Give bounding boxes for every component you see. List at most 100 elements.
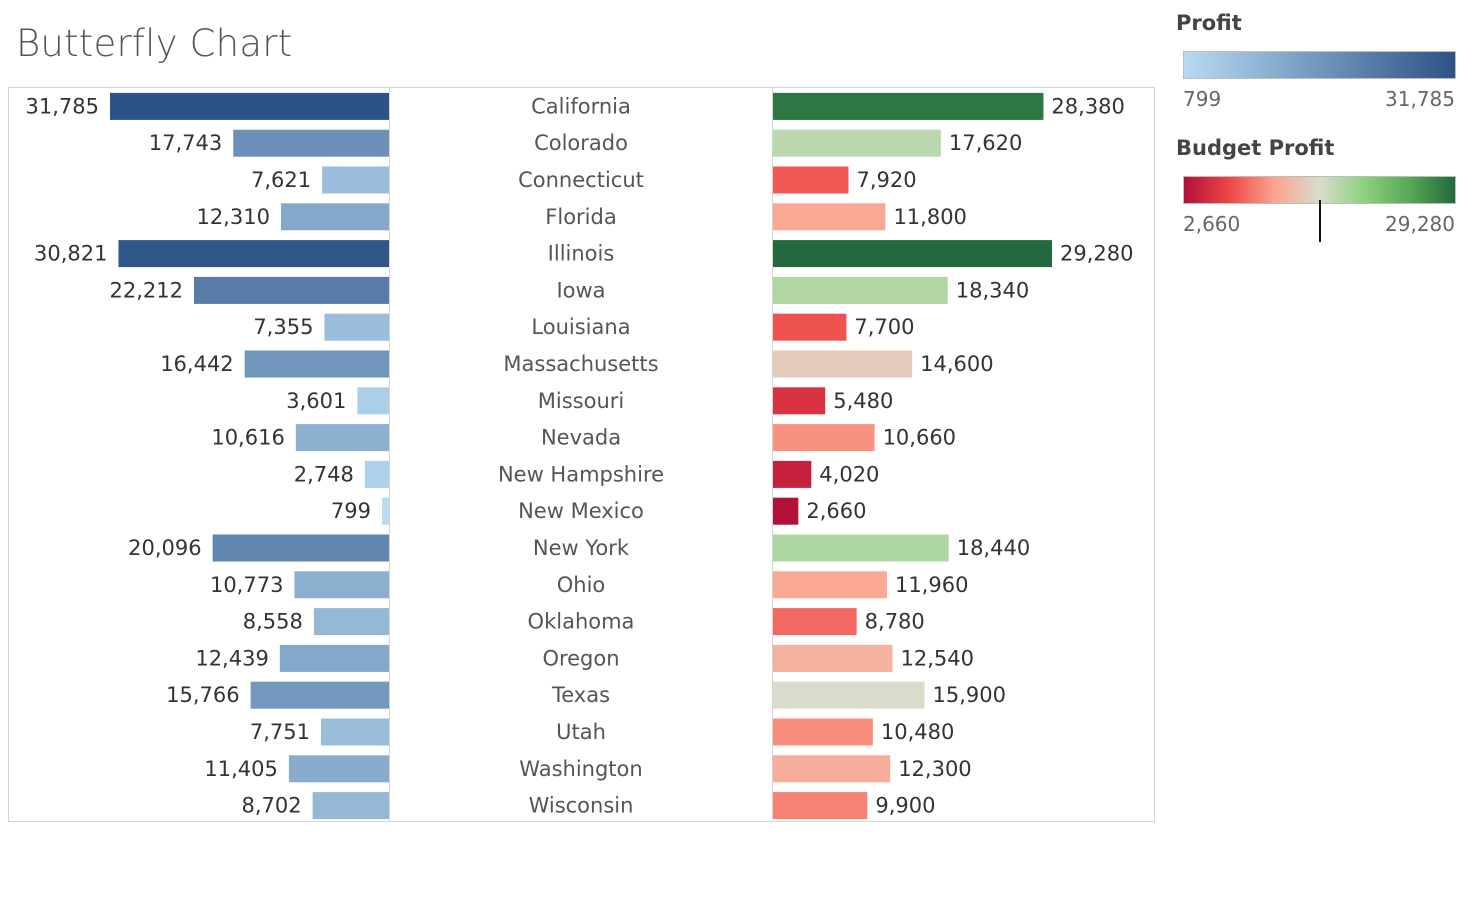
profit-bar[interactable]: [233, 129, 389, 157]
budget-profit-bar[interactable]: [773, 240, 1052, 268]
profit-label: 22,212: [110, 278, 183, 302]
category-label: Ohio: [557, 573, 606, 597]
profit-label: 799: [331, 499, 371, 523]
profit-label: 17,743: [149, 131, 222, 155]
profit-bar[interactable]: [322, 166, 389, 194]
category-label: California: [531, 94, 631, 118]
budget-profit-bar[interactable]: [773, 276, 948, 304]
profit-bar[interactable]: [244, 350, 389, 378]
profit-label: 10,773: [210, 573, 283, 597]
budget-profit-bar[interactable]: [773, 534, 949, 562]
chart-frame: [8, 87, 1155, 822]
profit-label: 12,439: [195, 646, 268, 670]
budget-profit-label: 10,480: [881, 720, 954, 744]
profit-label: 7,621: [251, 168, 311, 192]
budget-profit-bar[interactable]: [773, 608, 857, 636]
budget-profit-bar[interactable]: [773, 497, 799, 525]
category-label: Oregon: [542, 646, 619, 670]
budget-profit-bar[interactable]: [773, 792, 868, 820]
chart-title: Butterfly Chart: [16, 22, 293, 65]
budget-profit-label: 10,660: [883, 426, 956, 450]
profit-bar[interactable]: [357, 387, 389, 415]
budget-profit-label: 2,660: [806, 499, 866, 523]
category-label: Utah: [556, 720, 606, 744]
budget-profit-bar[interactable]: [773, 755, 891, 783]
budget-profit-label: 8,780: [865, 610, 925, 634]
profit-bar[interactable]: [194, 276, 389, 304]
profit-label: 8,558: [243, 610, 303, 634]
budget-profit-bar[interactable]: [773, 350, 913, 378]
category-label: Florida: [545, 205, 616, 229]
left-divider: [389, 88, 390, 821]
profit-legend-title: Profit: [1176, 11, 1242, 35]
budget-profit-bar[interactable]: [773, 424, 875, 452]
budget-profit-bar[interactable]: [773, 460, 812, 488]
profit-color-ramp: [1183, 51, 1456, 79]
category-label: Missouri: [538, 389, 624, 413]
budget-legend-min: 2,660: [1183, 212, 1241, 236]
budget-profit-label: 12,300: [898, 757, 971, 781]
profit-bar[interactable]: [320, 718, 389, 746]
profit-label: 7,355: [253, 315, 313, 339]
profit-bar[interactable]: [324, 313, 389, 341]
budget-profit-label: 17,620: [949, 131, 1022, 155]
budget-profit-bar[interactable]: [773, 92, 1044, 120]
category-label: Louisiana: [531, 315, 630, 339]
budget-profit-label: 15,900: [933, 683, 1006, 707]
profit-label: 31,785: [26, 94, 99, 118]
budget-profit-label: 4,020: [819, 462, 879, 486]
category-label: New Mexico: [518, 499, 644, 523]
profit-label: 20,096: [128, 536, 201, 560]
budget-profit-bar[interactable]: [773, 644, 893, 672]
budget-profit-bar[interactable]: [773, 681, 925, 709]
budget-legend-max: 29,280: [1385, 212, 1455, 236]
profit-bar[interactable]: [364, 460, 389, 488]
budget-profit-label: 14,600: [920, 352, 993, 376]
budget-profit-bar[interactable]: [773, 387, 826, 415]
profit-bar[interactable]: [294, 571, 389, 599]
category-label: Massachusetts: [503, 352, 658, 376]
category-label: Oklahoma: [528, 610, 635, 634]
profit-bar[interactable]: [110, 92, 389, 120]
profit-bar[interactable]: [118, 240, 389, 268]
budget-profit-bar[interactable]: [773, 203, 886, 231]
profit-label: 7,751: [250, 720, 310, 744]
profit-legend-min: 799: [1183, 87, 1222, 111]
category-label: Illinois: [548, 242, 615, 266]
budget-profit-label: 18,340: [956, 278, 1029, 302]
budget-profit-label: 9,900: [875, 794, 935, 818]
profit-bar[interactable]: [288, 755, 389, 783]
profit-label: 12,310: [196, 205, 269, 229]
profit-bar[interactable]: [279, 644, 389, 672]
profit-bar[interactable]: [250, 681, 389, 709]
budget-profit-label: 28,380: [1051, 94, 1124, 118]
category-label: New York: [533, 536, 630, 560]
profit-label: 3,601: [286, 389, 346, 413]
budget-profit-label: 5,480: [833, 389, 893, 413]
budget-profit-label: 11,800: [893, 205, 966, 229]
budget-profit-label: 7,920: [856, 168, 916, 192]
profit-bar[interactable]: [312, 792, 389, 820]
budget-profit-bar[interactable]: [773, 166, 849, 194]
budget-profit-bar[interactable]: [773, 718, 873, 746]
budget-profit-bar[interactable]: [773, 313, 847, 341]
profit-bar[interactable]: [313, 608, 389, 636]
budget-profit-label: 11,960: [895, 573, 968, 597]
profit-bar[interactable]: [381, 497, 389, 525]
category-label: Colorado: [534, 131, 628, 155]
profit-label: 8,702: [241, 794, 301, 818]
profit-bar[interactable]: [280, 203, 389, 231]
profit-label: 2,748: [294, 462, 354, 486]
budget-profit-bar[interactable]: [773, 129, 941, 157]
right-divider: [772, 88, 773, 821]
category-label: Connecticut: [518, 168, 644, 192]
budget-profit-label: 29,280: [1060, 242, 1133, 266]
profit-legend-max: 31,785: [1385, 87, 1455, 111]
profit-bar[interactable]: [212, 534, 389, 562]
profit-bar[interactable]: [295, 424, 389, 452]
category-label: Washington: [519, 757, 642, 781]
profit-label: 16,442: [160, 352, 233, 376]
budget-profit-bar[interactable]: [773, 571, 887, 599]
category-label: Texas: [551, 683, 610, 707]
